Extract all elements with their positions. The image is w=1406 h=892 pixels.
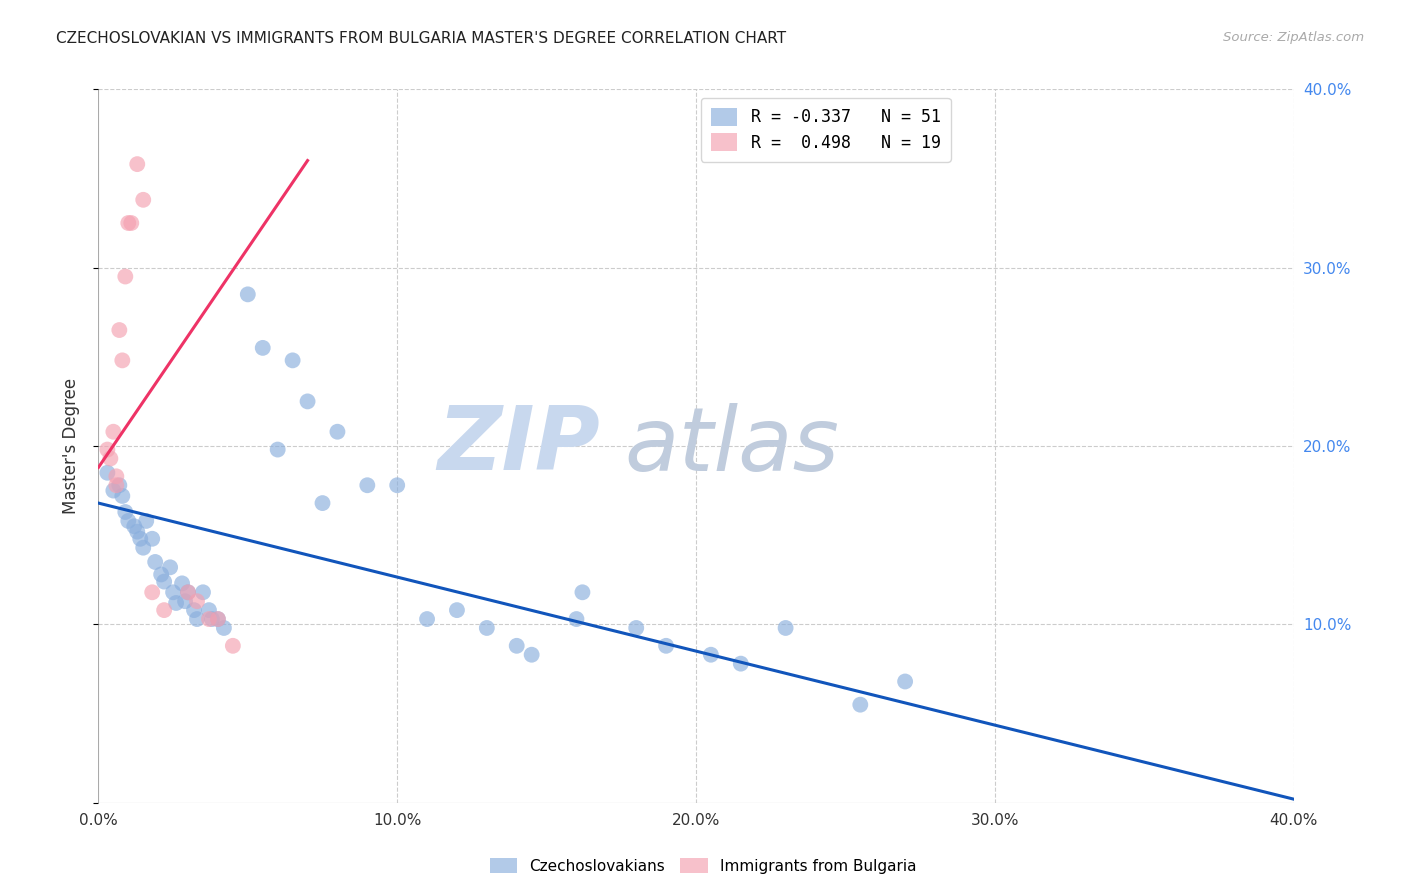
Point: [571, 585, 593, 599]
Text: ZIP: ZIP: [437, 402, 600, 490]
Point: [198, 612, 221, 626]
Point: [111, 489, 134, 503]
Point: [311, 496, 333, 510]
Point: [326, 425, 349, 439]
Legend: R = -0.337   N = 51, R =  0.498   N = 19: R = -0.337 N = 51, R = 0.498 N = 19: [700, 97, 950, 161]
Point: [103, 483, 125, 498]
Point: [105, 478, 128, 492]
Point: [849, 698, 872, 712]
Point: [201, 612, 224, 626]
Point: [775, 621, 797, 635]
Point: [124, 519, 146, 533]
Point: [252, 341, 274, 355]
Legend: Czechoslovakians, Immigrants from Bulgaria: Czechoslovakians, Immigrants from Bulgar…: [484, 852, 922, 880]
Point: [143, 555, 166, 569]
Point: [894, 674, 917, 689]
Point: [212, 621, 235, 635]
Point: [356, 478, 378, 492]
Point: [174, 594, 197, 608]
Point: [105, 469, 128, 483]
Point: [222, 639, 245, 653]
Point: [96, 442, 118, 457]
Point: [141, 585, 163, 599]
Point: [183, 603, 205, 617]
Y-axis label: Master's Degree: Master's Degree: [62, 378, 80, 514]
Point: [132, 193, 155, 207]
Point: [172, 576, 194, 591]
Text: CZECHOSLOVAKIAN VS IMMIGRANTS FROM BULGARIA MASTER'S DEGREE CORRELATION CHART: CZECHOSLOVAKIAN VS IMMIGRANTS FROM BULGA…: [56, 31, 786, 46]
Point: [114, 269, 136, 284]
Point: [297, 394, 319, 409]
Point: [111, 353, 134, 368]
Point: [207, 612, 229, 626]
Point: [207, 612, 229, 626]
Point: [103, 425, 125, 439]
Text: atlas: atlas: [624, 403, 839, 489]
Point: [446, 603, 468, 617]
Point: [150, 567, 173, 582]
Point: [730, 657, 752, 671]
Point: [162, 585, 184, 599]
Point: [96, 466, 118, 480]
Point: [135, 514, 157, 528]
Point: [626, 621, 648, 635]
Text: Source: ZipAtlas.com: Source: ZipAtlas.com: [1223, 31, 1364, 45]
Point: [132, 541, 155, 555]
Point: [177, 585, 200, 599]
Point: [198, 603, 221, 617]
Point: [153, 574, 176, 589]
Point: [385, 478, 409, 492]
Point: [127, 157, 149, 171]
Point: [520, 648, 543, 662]
Point: [191, 585, 214, 599]
Point: [565, 612, 588, 626]
Point: [153, 603, 176, 617]
Point: [159, 560, 181, 574]
Point: [506, 639, 529, 653]
Point: [108, 323, 131, 337]
Point: [129, 532, 152, 546]
Point: [475, 621, 498, 635]
Point: [177, 585, 200, 599]
Point: [281, 353, 304, 368]
Point: [165, 596, 187, 610]
Point: [117, 216, 139, 230]
Point: [236, 287, 259, 301]
Point: [267, 442, 290, 457]
Point: [655, 639, 678, 653]
Point: [127, 524, 149, 539]
Point: [700, 648, 723, 662]
Point: [117, 514, 139, 528]
Point: [120, 216, 142, 230]
Point: [186, 612, 208, 626]
Point: [416, 612, 439, 626]
Point: [108, 478, 131, 492]
Point: [141, 532, 163, 546]
Point: [100, 451, 122, 466]
Point: [114, 505, 136, 519]
Point: [186, 594, 208, 608]
